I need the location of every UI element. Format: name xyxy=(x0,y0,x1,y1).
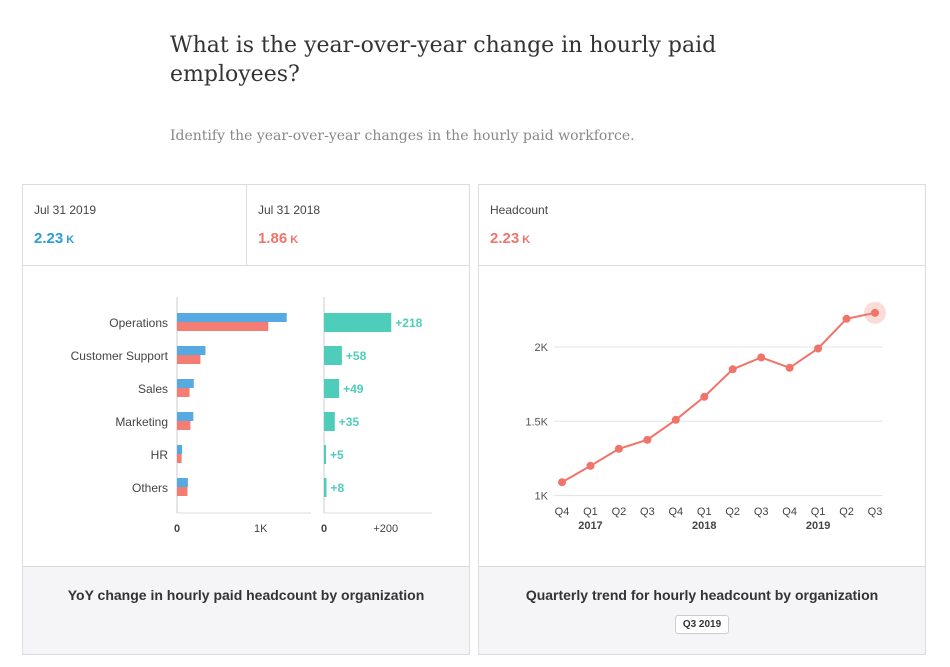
x-tick-label: Q1 xyxy=(583,506,598,518)
bar-yoy-change xyxy=(324,346,342,365)
x-tick-label: Q3 xyxy=(868,506,883,518)
bar-yoy-change xyxy=(324,478,327,497)
data-point xyxy=(871,308,879,317)
bar-2019 xyxy=(177,445,183,454)
data-point xyxy=(586,461,595,470)
data-label: +35 xyxy=(339,415,360,429)
bar-yoy-change xyxy=(324,313,392,332)
data-label: +5 xyxy=(330,448,344,462)
kpi-headcount[interactable]: Headcount 2.23 K xyxy=(479,185,925,265)
bar-2019 xyxy=(177,379,194,388)
y-tick-label: 1.5K xyxy=(525,416,548,428)
kpi-label: Jul 31 2018 xyxy=(258,203,321,217)
kpi-value: 2.23 K xyxy=(490,230,531,247)
data-point xyxy=(643,435,652,444)
data-point xyxy=(757,353,766,362)
data-label: +218 xyxy=(395,316,422,330)
kpi-2019[interactable]: Jul 31 2019 2.23 K xyxy=(23,185,247,265)
x-tick-label: 0 xyxy=(174,523,180,535)
data-point xyxy=(700,392,709,401)
bar-2018 xyxy=(177,355,201,364)
org-yoy-card: Jul 31 2019 2.23 K Jul 31 2018 1.86 K Oper… xyxy=(22,184,470,655)
bar-2018 xyxy=(177,322,269,331)
x-tick-label: Q1 xyxy=(811,506,826,518)
x-tick-label: Q2 xyxy=(725,506,740,518)
x-tick-label: Q4 xyxy=(555,506,570,518)
chart-title: YoY change in hourly paid headcount by o… xyxy=(67,587,425,603)
data-label: +8 xyxy=(330,481,344,495)
x-tick-label: Q4 xyxy=(668,506,683,518)
year-label: 2018 xyxy=(692,520,716,532)
bar-2018 xyxy=(177,388,190,397)
page-subtitle: Identify the year-over-year changes in t… xyxy=(170,128,635,144)
data-label: +49 xyxy=(343,382,364,396)
category-label: Marketing xyxy=(115,415,168,429)
x-tick-label: Q3 xyxy=(640,506,655,518)
x-tick-label: +200 xyxy=(373,523,398,535)
org-bar-chart[interactable]: Operations +218 Customer Support +58 Sales +4… xyxy=(23,265,469,567)
category-label: Others xyxy=(132,481,168,495)
bar-2018 xyxy=(177,487,188,496)
kpi-row: Headcount 2.23 K xyxy=(479,185,925,266)
year-label: 2017 xyxy=(578,520,602,532)
kpi-2018[interactable]: Jul 31 2018 1.86 K xyxy=(247,185,469,265)
y-tick-label: 2K xyxy=(535,342,549,354)
data-point xyxy=(842,314,851,323)
x-tick-label: 0 xyxy=(321,523,327,535)
series-line xyxy=(561,311,876,484)
x-tick-label: Q2 xyxy=(612,506,627,518)
data-point xyxy=(671,415,680,424)
data-point xyxy=(728,365,737,374)
bar-2019 xyxy=(177,313,287,322)
kpi-value: 2.23 K xyxy=(34,230,75,247)
x-tick-label: Q1 xyxy=(697,506,712,518)
category-label: Customer Support xyxy=(71,349,169,363)
x-tick-label: Q4 xyxy=(782,506,797,518)
bar-2019 xyxy=(177,478,188,487)
x-tick-label: Q3 xyxy=(754,506,769,518)
kpi-value: 1.86 K xyxy=(258,230,299,247)
category-label: Sales xyxy=(138,382,168,396)
page-title: What is the year-over-year change in hou… xyxy=(170,33,717,87)
kpi-label: Jul 31 2019 xyxy=(34,203,97,217)
x-tick-label: Q2 xyxy=(839,506,854,518)
bar-2019 xyxy=(177,346,206,355)
data-point xyxy=(785,363,794,372)
bar-yoy-change xyxy=(324,412,335,431)
bar-2018 xyxy=(177,454,182,463)
trend-card: Headcount 2.23 K 1K 1.5K 2K Q4 Q1 Q2 Q3 Q4 Q1 Q2 Q3… xyxy=(478,184,926,655)
bar-yoy-change xyxy=(324,379,340,398)
y-tick-label: 1K xyxy=(535,491,549,503)
chart-footer: Quarterly trend for hourly headcount by … xyxy=(479,566,925,654)
x-tick-label: 1K xyxy=(254,523,268,535)
bar-2019 xyxy=(177,412,194,421)
period-badge[interactable]: Q3 2019 xyxy=(674,615,730,634)
chart-footer: YoY change in hourly paid headcount by o… xyxy=(23,566,469,654)
category-label: Operations xyxy=(109,316,168,330)
bar-2018 xyxy=(177,421,191,430)
chart-title: Quarterly trend for hourly headcount by … xyxy=(525,587,879,603)
kpi-label: Headcount xyxy=(490,203,549,217)
data-label: +58 xyxy=(346,349,367,363)
category-label: HR xyxy=(151,448,169,462)
data-point xyxy=(558,478,566,487)
year-label: 2019 xyxy=(806,520,830,532)
data-point xyxy=(614,444,623,453)
kpi-row: Jul 31 2019 2.23 K Jul 31 2018 1.86 K xyxy=(23,185,469,266)
trend-line-chart[interactable]: 1K 1.5K 2K Q4 Q1 Q2 Q3 Q4 Q1 Q2 Q3 Q4 Q1 Q2 Q3 2017 2018… xyxy=(479,265,925,567)
data-point xyxy=(814,344,823,353)
bar-yoy-change xyxy=(324,445,326,464)
